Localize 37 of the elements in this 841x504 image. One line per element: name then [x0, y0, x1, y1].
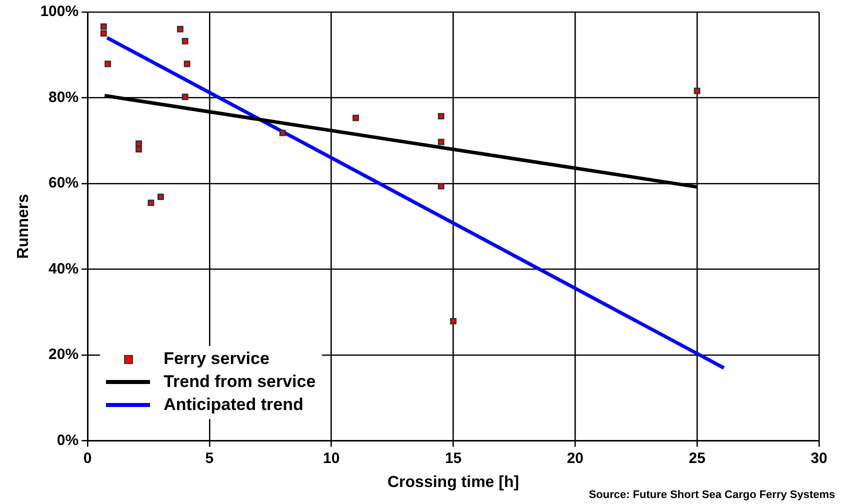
x-tick-label: 5 — [205, 450, 214, 467]
x-tick-label: 15 — [444, 450, 462, 467]
point — [136, 146, 142, 152]
x-tick-label: 10 — [323, 450, 340, 467]
point — [184, 60, 190, 68]
point — [182, 38, 188, 44]
x-tick-label: 25 — [688, 450, 706, 467]
point — [279, 130, 286, 136]
point — [100, 23, 107, 30]
point — [450, 318, 457, 324]
y-tick-label: 0% — [56, 432, 79, 449]
y-tick-label: 40% — [48, 260, 79, 278]
point — [438, 112, 444, 120]
point — [104, 60, 112, 68]
x-tick-label: 30 — [810, 450, 828, 467]
y-axis-title: Runners — [15, 194, 32, 259]
y-tick-label: 100% — [40, 3, 79, 20]
y-tick-label: 60% — [48, 174, 79, 192]
point — [182, 94, 188, 100]
legend-label: Anticipated trend — [164, 395, 304, 416]
x-axis-title: Crossing time [h] — [388, 474, 520, 491]
x-tick-label: 0 — [83, 450, 92, 467]
point — [136, 140, 142, 147]
point — [438, 182, 444, 190]
y-tick-label: 20% — [48, 346, 79, 364]
point — [438, 138, 444, 146]
point — [157, 194, 164, 200]
point — [176, 26, 184, 32]
point — [148, 200, 154, 206]
source-note: Source: Future Short Sea Cargo Ferry Systems — [588, 489, 836, 502]
point — [100, 30, 107, 37]
x-tick-label: 20 — [566, 450, 584, 467]
legend-label: Trend from service — [164, 372, 316, 392]
y-tick-label: 80% — [48, 88, 79, 106]
legend-label: Ferry service — [164, 349, 270, 370]
point — [694, 88, 700, 94]
point — [352, 114, 359, 122]
